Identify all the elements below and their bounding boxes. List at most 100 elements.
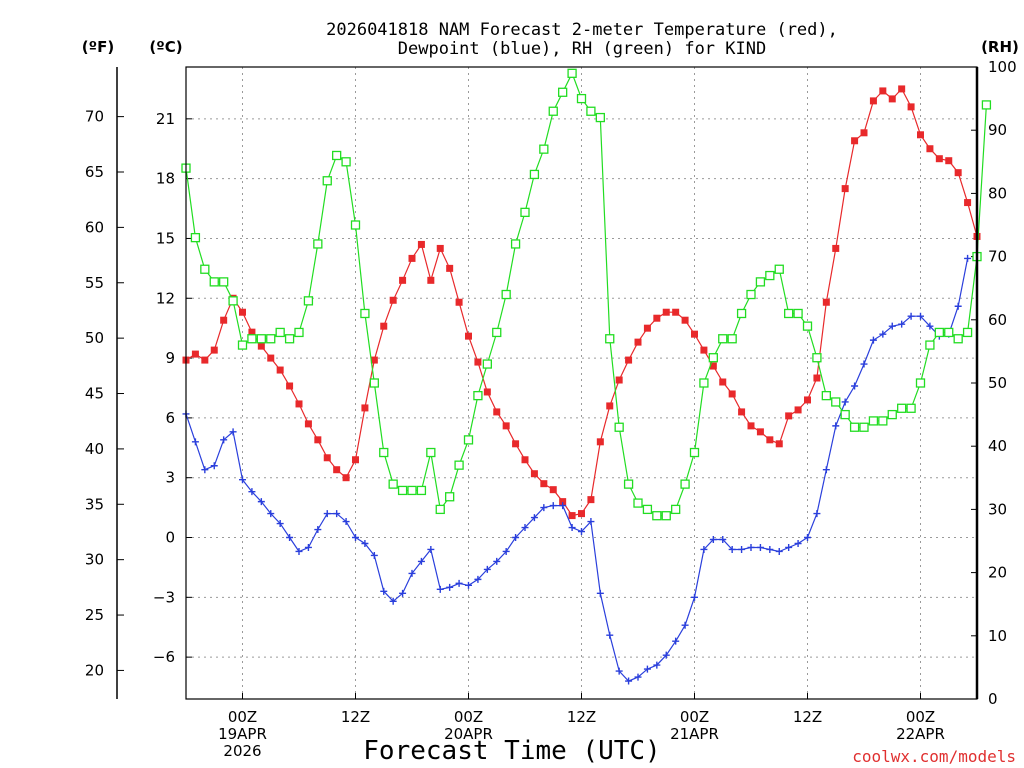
f-tick-label-4: 40 (85, 440, 104, 458)
rh-point-8 (256, 334, 266, 344)
temp-point-59 (738, 408, 746, 416)
temp-point-55 (700, 346, 708, 354)
temp-point-36 (521, 456, 529, 464)
c-tick-label-4: 6 (165, 409, 175, 427)
x-tick-label-4-1: 21APR (670, 725, 719, 743)
f-tick-label-5: 45 (85, 385, 104, 403)
rh-point-78 (915, 378, 926, 388)
dewpoint-point-75 (888, 322, 896, 330)
temp-point-24 (408, 254, 416, 262)
rh-point-75 (887, 409, 897, 420)
f-tick-label-10: 70 (85, 108, 104, 126)
x-tick-label-6-1: 22APR (896, 725, 945, 743)
f-tick-label-2: 30 (85, 551, 104, 569)
dewpoint-point-19 (361, 539, 369, 547)
rh-point-12 (294, 327, 304, 338)
rh-point-81 (944, 327, 954, 338)
dewpoint-point-40 (559, 502, 567, 510)
dewpoint-point-53 (681, 621, 689, 629)
dewpoint-point-36 (521, 524, 529, 532)
temp-point-67 (813, 374, 821, 382)
dewpoint-point-5 (229, 428, 237, 436)
dewpoint-point-33 (493, 557, 501, 565)
temp-point-39 (549, 486, 557, 494)
chart-axes: 20 25 30 35 40 45 50 55 60 65 70 −6 −3 0 3 6 9 12 15 18 21 0 1… (85, 58, 1017, 760)
dewpoint-point-47 (625, 677, 633, 685)
temp-point-83 (964, 199, 972, 207)
temp-point-54 (691, 330, 698, 338)
x-tick-label-6-0: 00Z (906, 708, 935, 726)
rh-point-6 (237, 340, 248, 350)
rh-unit-label: (RH) (981, 38, 1019, 56)
rh-point-41 (567, 68, 577, 78)
temp-point-75 (888, 95, 896, 103)
dewpoint-point-21 (380, 587, 388, 595)
dewpoint-point-25 (417, 557, 425, 565)
dewpoint-point-14 (314, 526, 322, 534)
f-tick-label-6: 50 (85, 329, 104, 347)
temp-point-23 (399, 276, 407, 284)
temp-point-34 (502, 422, 510, 430)
dewpoint-point-58 (728, 545, 736, 553)
rh-tick-label-4: 40 (988, 437, 1007, 455)
temp-point-62 (766, 436, 774, 444)
temp-point-52 (672, 308, 680, 316)
dewpoint-point-34 (502, 547, 510, 555)
temp-point-25 (417, 240, 425, 248)
temp-point-22 (389, 296, 397, 304)
rh-point-67 (812, 353, 822, 363)
temp-point-65 (794, 406, 802, 414)
x-tick-label-2-1: 20APR (444, 725, 493, 743)
rh-tick-label-7: 70 (988, 248, 1007, 266)
temp-point-19 (361, 404, 369, 412)
dewpoint-point-6 (239, 476, 246, 484)
x-tick-label-3-0: 12Z (567, 708, 596, 726)
rh-point-59 (736, 308, 747, 319)
temp-point-80 (935, 155, 943, 163)
rh-point-57 (718, 334, 728, 344)
series-1 (182, 254, 972, 685)
series-2 (181, 68, 992, 521)
rh-point-44 (595, 112, 605, 123)
temp-point-31 (474, 358, 482, 366)
temp-point-63 (775, 440, 783, 448)
dewpoint-point-35 (512, 534, 520, 542)
temp-point-44 (596, 438, 604, 446)
temp-point-17 (342, 474, 350, 482)
rh-point-4 (219, 277, 229, 287)
dewpoint-point-52 (672, 637, 680, 645)
temp-point-37 (530, 470, 538, 478)
dewpoint-point-70 (841, 398, 849, 406)
temp-point-11 (286, 382, 294, 390)
rh-point-19 (360, 308, 370, 319)
dewpoint-point-44 (596, 589, 604, 597)
dewpoint-point-69 (832, 422, 840, 430)
rh-point-21 (379, 447, 389, 458)
temp-point-56 (709, 362, 717, 370)
temp-point-32 (483, 388, 491, 396)
dewpoint-point-2 (201, 466, 209, 474)
temp-point-61 (756, 428, 764, 436)
rh-point-34 (501, 289, 511, 300)
temp-point-35 (512, 440, 520, 448)
dewpoint-point-38 (540, 504, 548, 512)
rh-point-47 (623, 479, 634, 489)
rh-point-72 (859, 422, 869, 432)
rh-point-11 (284, 334, 295, 344)
rh-point-68 (821, 390, 831, 401)
temp-point-1 (191, 350, 199, 358)
dewpoint-point-59 (738, 545, 746, 553)
temp-point-81 (945, 157, 953, 165)
f-tick-label-8: 60 (85, 218, 104, 236)
rh-point-66 (802, 321, 813, 331)
temp-point-7 (248, 328, 256, 336)
rh-tick-label-2: 20 (988, 564, 1007, 582)
dewpoint-point-78 (917, 312, 924, 320)
temp-point-68 (822, 298, 830, 306)
rh-point-5 (228, 296, 238, 306)
c-tick-label-2: 0 (165, 529, 175, 547)
temp-point-18 (352, 456, 359, 464)
rh-point-38 (539, 144, 549, 154)
rh-point-62 (765, 270, 775, 281)
